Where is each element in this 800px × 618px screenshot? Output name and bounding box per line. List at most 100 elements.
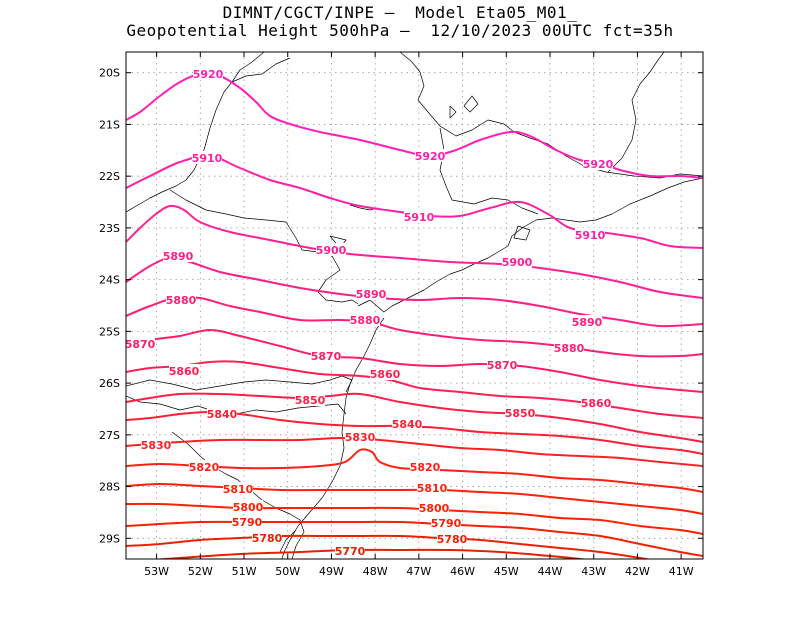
coastline xyxy=(281,317,385,559)
contour-label-bg xyxy=(233,500,263,513)
contour-label: 5840 xyxy=(392,418,423,431)
contour-label-bg xyxy=(207,407,237,420)
contour-label-bg xyxy=(410,460,440,473)
lon-tick-label: 45W xyxy=(494,565,519,578)
contour-label: 5880 xyxy=(350,314,381,327)
contour-label-bg xyxy=(572,315,602,328)
contour-5820 xyxy=(126,448,703,493)
contour-label-bg xyxy=(232,515,262,528)
contour-label: 5860 xyxy=(370,368,401,381)
lon-tick-label: 41W xyxy=(669,565,694,578)
contour-label: 5870 xyxy=(311,350,342,363)
contour-label: 5880 xyxy=(166,294,197,307)
contour-label-bg xyxy=(316,243,346,256)
lon-tick-label: 48W xyxy=(363,565,388,578)
contour-5890 xyxy=(126,256,703,328)
contour-5790 xyxy=(126,520,703,557)
contour-label-bg xyxy=(417,481,447,494)
lat-tick-label: 22S xyxy=(99,170,120,183)
contour-label: 5770 xyxy=(335,545,366,558)
contour-label-bg xyxy=(125,337,155,350)
contour-label-bg xyxy=(311,349,341,362)
contour-label: 5780 xyxy=(252,532,283,545)
contour-label-bg xyxy=(166,293,196,306)
lon-tick-label: 53W xyxy=(144,565,169,578)
contour-5830 xyxy=(126,436,703,467)
lon-tick-label: 52W xyxy=(188,565,213,578)
state-border xyxy=(231,57,291,83)
contour-label: 5840 xyxy=(207,408,238,421)
contour-label: 5800 xyxy=(419,502,450,515)
contour-label-bg xyxy=(335,544,365,557)
lat-tick-label: 26S xyxy=(99,377,120,390)
contour-label: 5900 xyxy=(502,256,533,269)
contour-label-bg xyxy=(502,255,532,268)
title-line-2: Geopotential Height 500hPa – 12/10/2023 … xyxy=(126,21,674,40)
contour-label: 5910 xyxy=(192,152,223,165)
contour-label: 5920 xyxy=(415,150,446,163)
contour-label-bg xyxy=(193,67,223,80)
lon-tick-label: 46W xyxy=(450,565,475,578)
contour-5870 xyxy=(126,328,703,393)
lat-tick-label: 27S xyxy=(99,429,120,442)
contour-label: 5920 xyxy=(583,158,614,171)
height-contours xyxy=(126,72,703,559)
contour-label-bg xyxy=(404,210,434,223)
lon-tick-label: 47W xyxy=(406,565,431,578)
contour-label-bg xyxy=(223,482,253,495)
contour-label: 5890 xyxy=(163,250,194,263)
contour-label-bg xyxy=(370,367,400,380)
lat-tick-label: 24S xyxy=(99,274,120,287)
contour-label: 5850 xyxy=(295,394,326,407)
contour-label: 5810 xyxy=(417,482,448,495)
contour-label: 5800 xyxy=(233,501,264,514)
country-border xyxy=(171,431,305,559)
coastlines-and-borders xyxy=(126,52,703,559)
contour-label: 5830 xyxy=(141,439,172,452)
state-border xyxy=(126,375,353,393)
contour-label-bg xyxy=(295,393,325,406)
contour-label-bg xyxy=(437,532,467,545)
contour-label: 5890 xyxy=(572,316,603,329)
graticule xyxy=(126,52,703,559)
contour-5770 xyxy=(152,548,591,559)
contour-5880 xyxy=(126,296,703,358)
contour-label-bg xyxy=(575,228,605,241)
contour-label: 5820 xyxy=(410,461,441,474)
lat-tick-label: 21S xyxy=(99,118,120,131)
coastline xyxy=(357,177,703,313)
lat-tick-label: 23S xyxy=(99,222,120,235)
contour-label-bg xyxy=(415,149,445,162)
state-border xyxy=(399,52,703,179)
contour-label: 5910 xyxy=(404,211,435,224)
contour-label-bg xyxy=(583,157,613,170)
lon-tick-label: 49W xyxy=(319,565,344,578)
state-border xyxy=(169,189,359,305)
lat-tick-label: 28S xyxy=(99,481,120,494)
chart-title: DIMNT/CGCT/INPE – Model Eta05_M01_ Geopo… xyxy=(0,4,800,40)
contour-label-bg xyxy=(350,313,380,326)
contour-label: 5820 xyxy=(189,461,220,474)
lon-tick-label: 43W xyxy=(581,565,606,578)
lagoon xyxy=(279,529,297,553)
contour-label-bg xyxy=(163,249,193,262)
contour-label: 5860 xyxy=(169,365,200,378)
contour-label: 5900 xyxy=(316,244,347,257)
contour-label-bg xyxy=(345,430,375,443)
contour-5800 xyxy=(126,502,703,535)
contour-label: 5850 xyxy=(505,407,536,420)
lon-tick-label: 51W xyxy=(232,565,257,578)
contour-label: 5870 xyxy=(125,338,156,351)
contour-label-bg xyxy=(356,287,386,300)
lat-tick-label: 20S xyxy=(99,67,120,80)
contour-label-bg xyxy=(581,396,611,409)
contour-label-bg xyxy=(554,341,584,354)
contour-label: 5810 xyxy=(223,483,254,496)
contour-label-bg xyxy=(392,417,422,430)
lat-tick-label: 25S xyxy=(99,325,120,338)
contour-label-bg xyxy=(141,438,171,451)
title-line-1: DIMNT/CGCT/INPE – Model Eta05_M01_ xyxy=(222,3,578,22)
lat-tick-label: 29S xyxy=(99,532,120,545)
contour-label-bg xyxy=(192,151,222,164)
